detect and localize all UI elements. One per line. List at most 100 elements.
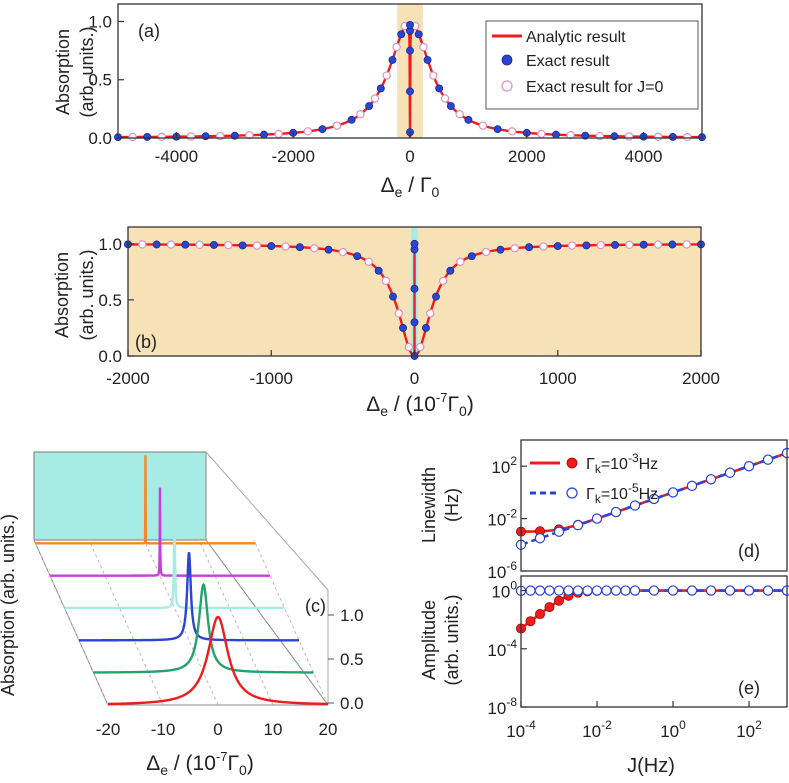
panel-b-open-marker [416, 342, 425, 352]
panel-d-marker-blue [705, 474, 717, 485]
panel-b-filled-marker [399, 324, 407, 332]
panel-e-marker-red [544, 602, 555, 613]
panel-d-marker-blue [686, 480, 698, 492]
panel-c-curve-1 [107, 615, 329, 706]
panel-e-marker-blue [525, 585, 536, 596]
panel-a-filled-marker [376, 84, 385, 93]
panel-b-open-marker [166, 240, 176, 249]
xlabel-sub-0: 0 [432, 184, 440, 200]
panel-e-marker-red [554, 595, 565, 606]
panel-e-plot-area [515, 585, 789, 634]
panel-e-marker-blue [743, 585, 755, 596]
panel-d-ylabel-line1: Linewidth [419, 467, 439, 543]
panel-c-label: (c) [305, 596, 326, 616]
panel-c-grid-line [33, 539, 109, 706]
panel-b-filled-marker [410, 239, 419, 248]
panel-c-waterfall: -20 -10 0 10 200.0 0.5 1.0 (c) Absorption (arb… [0, 451, 364, 778]
panel-a-xtick-label: -4000 [155, 147, 198, 166]
panel-e-marker-blue [601, 585, 612, 596]
panel-b-filled-marker [422, 324, 430, 332]
panel-e-frame [520, 575, 788, 708]
panel-c-top-right-edge [205, 451, 329, 591]
panel-a-open-marker [303, 127, 312, 136]
panel-b-ytick-label: 1.0 [98, 235, 122, 254]
panel-a-open-marker [157, 132, 166, 142]
panel-c-grid-line [143, 539, 219, 706]
panel-a-filled-marker [406, 87, 414, 96]
xlabel-gamma: / Γ [402, 174, 431, 197]
panel-c-curve-5 [49, 487, 270, 577]
panel-b-filled-marker [467, 252, 476, 261]
panel-b-filled-marker [432, 292, 440, 301]
panel-e-xlabel: J(Hz) [627, 755, 675, 777]
panel-e-xtick-label: 10-4 [506, 718, 536, 741]
panel-b-open-marker [252, 241, 262, 250]
panel-a-filled-marker [423, 55, 432, 64]
panel-b-plot-area [124, 239, 705, 360]
panel-a-filled-marker [493, 125, 502, 134]
panel-b-open-marker [456, 257, 465, 266]
panel-e-marker-blue [705, 585, 717, 596]
panel-a-filled-marker [406, 21, 414, 29]
panel-a-filled-marker [406, 46, 414, 55]
panel-a-open-marker [356, 110, 365, 119]
legend-gk5-marker [566, 487, 578, 499]
panel-e-marker-blue [629, 585, 641, 596]
panel-a-open-marker [683, 132, 692, 142]
panel-a-open-marker [392, 42, 401, 52]
panel-b-ytick-label: 0.0 [98, 347, 122, 366]
panel-d-ytick-label: 10-2 [487, 507, 517, 530]
panel-b-filled-marker [446, 266, 455, 275]
panel-a-label: (a) [138, 21, 160, 41]
panel-c-curve-4 [64, 519, 285, 610]
panel-e-xtick-label: 102 [736, 718, 762, 741]
panel-a-filled-marker [260, 130, 268, 139]
panel-d-marker-blue [610, 506, 622, 518]
panel-b-label: (b) [135, 332, 157, 352]
panel-b-open-marker [510, 244, 519, 253]
xlabel-sub-e: e [395, 184, 403, 200]
legend-exact-label: Exact result [526, 53, 610, 70]
panel-a-open-marker [128, 132, 137, 142]
panel-a-filled-marker [668, 133, 677, 141]
panel-b-filled-marker [389, 292, 397, 301]
panel-a-open-marker [478, 121, 488, 130]
panel-b-open-marker [682, 240, 691, 249]
panel-c-ztick-label: 1.0 [340, 606, 364, 625]
panel-c-ztick-label: 0.5 [340, 650, 364, 669]
panel-d-marker-blue [591, 513, 603, 524]
panel-c-ylabel: Absorption (arb. units.) [0, 514, 18, 696]
panel-b-open-marker [596, 240, 605, 250]
panel-c-curve-3 [78, 552, 299, 642]
panel-a-filled-marker [143, 133, 152, 141]
panel-a-open-marker [566, 131, 575, 140]
panel-e-marker-blue [544, 585, 555, 596]
panel-a-filled-marker [347, 115, 356, 124]
panel-e-marker-blue [582, 585, 593, 596]
legend-exact-j0-marker [501, 80, 513, 92]
panel-d-linewidth: 10-6 10-2 102 (d) Linewidth (Hz) Γk=10-3Hz… [419, 439, 789, 582]
panel-c-curve-2 [93, 582, 314, 674]
panel-b-open-marker [438, 276, 448, 286]
panel-b-filled-marker [267, 242, 276, 251]
panel-e-xtick-label: 10-2 [582, 718, 612, 741]
panel-e-marker-red [525, 616, 536, 627]
panel-b-filled-marker [374, 266, 383, 275]
panel-b-open-marker [394, 309, 403, 318]
panel-a-xtick-label: 4000 [625, 147, 663, 166]
panel-b-open-marker [138, 240, 147, 249]
panel-c-grid-line [253, 539, 329, 706]
panel-a-open-marker [508, 127, 517, 136]
panel-e-marker-red [535, 609, 546, 620]
panel-c-grid-line [88, 539, 164, 706]
panel-b-open-marker [195, 240, 204, 250]
panel-c-right-edge [205, 539, 329, 706]
legend-exact-j0-label: Exact result for J=0 [526, 79, 663, 96]
panel-d-ytick-label: 10-6 [487, 559, 517, 582]
panel-e-marker-blue [563, 585, 574, 596]
panel-b-open-marker [338, 247, 348, 257]
panel-c-curve-6 [35, 455, 256, 545]
panel-e-marker-blue [781, 585, 789, 596]
